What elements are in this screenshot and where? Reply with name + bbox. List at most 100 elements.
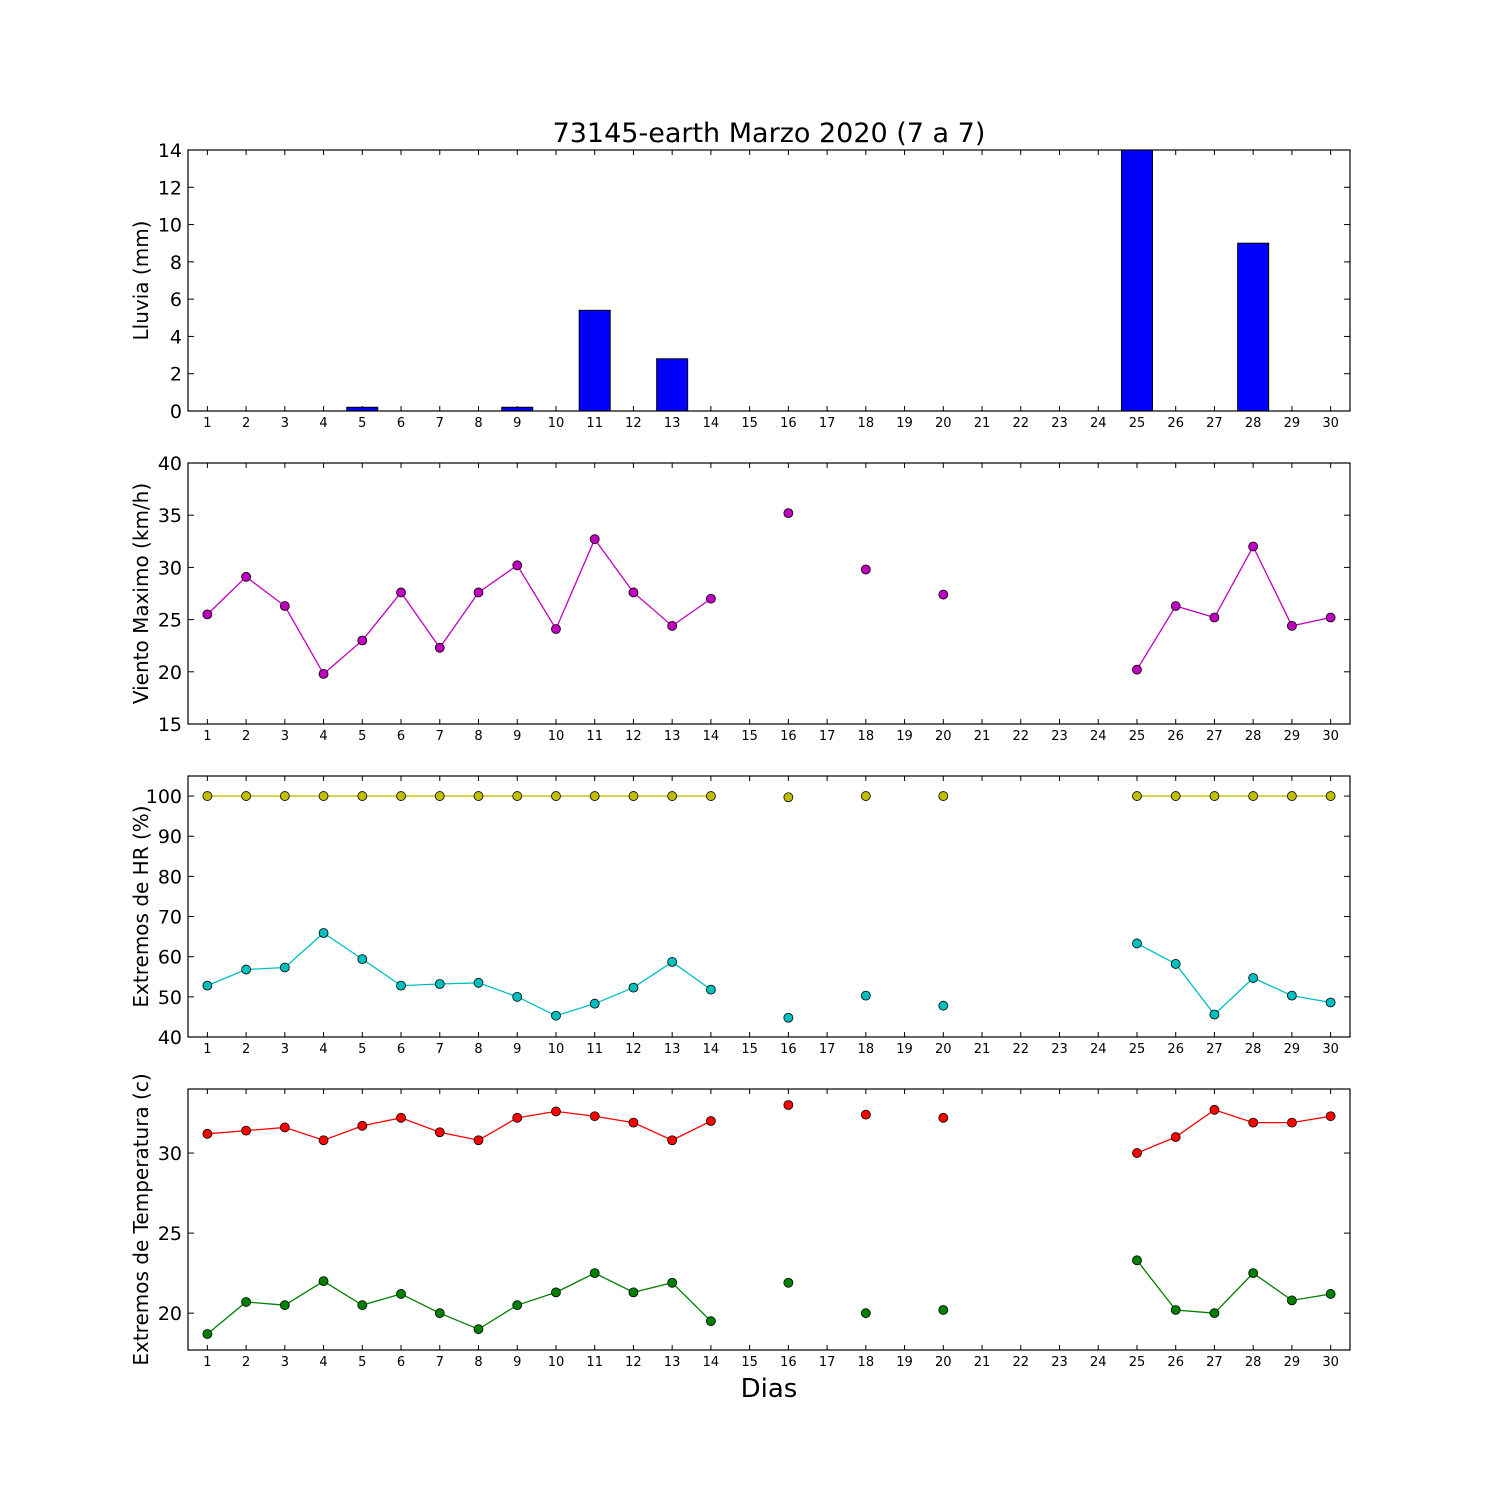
- x-axis-label: Dias: [741, 1374, 798, 1404]
- x-tick-label: 14: [703, 729, 720, 744]
- x-tick-label: 8: [474, 1042, 482, 1057]
- data-point: [241, 964, 252, 975]
- data-point: [589, 534, 600, 545]
- data-point: [1209, 791, 1220, 801]
- data-point: [202, 1128, 213, 1139]
- x-tick-label: 29: [1284, 1042, 1301, 1057]
- data-point: [551, 1010, 561, 1021]
- data-point: [1132, 664, 1142, 675]
- data-point: [1132, 791, 1142, 801]
- data-point: [860, 791, 871, 801]
- data-point: [434, 979, 445, 989]
- data-point: [357, 1300, 368, 1311]
- x-tick-label: 27: [1206, 729, 1223, 744]
- y-tick-label: 30: [158, 1143, 182, 1165]
- data-point: [1287, 791, 1297, 801]
- x-tick-label: 23: [1051, 1042, 1068, 1057]
- x-tick-label: 1: [203, 416, 211, 431]
- data-point: [1132, 1255, 1142, 1266]
- x-tick-label: 29: [1284, 729, 1301, 744]
- series-line: [1136, 1259, 1331, 1314]
- x-tick-label: 10: [548, 1355, 565, 1370]
- data-point: [551, 624, 561, 634]
- x-tick-label: 20: [935, 1355, 952, 1370]
- x-tick-label: 2: [242, 416, 250, 431]
- bar: [656, 358, 689, 412]
- data-point: [1209, 1308, 1220, 1319]
- x-tick-label: 21: [974, 1355, 991, 1370]
- data-point: [551, 791, 561, 801]
- y-axis-label: Extremos de HR (%): [129, 805, 153, 1007]
- x-tick-label: 4: [319, 729, 327, 744]
- x-tick-label: 22: [1012, 729, 1029, 744]
- data-point: [434, 1308, 445, 1319]
- x-tick-label: 18: [858, 729, 875, 744]
- x-tick-label: 25: [1129, 416, 1146, 431]
- x-tick-label: 11: [586, 729, 603, 744]
- x-tick-label: 25: [1129, 729, 1146, 744]
- y-tick-label: 10: [158, 215, 182, 237]
- x-tick-label: 5: [358, 729, 366, 744]
- data-point: [473, 977, 484, 988]
- x-tick-label: 12: [625, 1042, 642, 1057]
- y-tick-label: 8: [170, 252, 182, 274]
- y-tick-label: 50: [158, 987, 182, 1009]
- data-point: [1325, 612, 1336, 623]
- data-point: [1325, 791, 1336, 801]
- x-tick-label: 21: [974, 729, 991, 744]
- x-tick-label: 28: [1245, 1042, 1262, 1057]
- x-tick-label: 22: [1012, 1355, 1029, 1370]
- y-tick-label: 100: [146, 786, 182, 808]
- plot-frame: [187, 775, 1351, 1038]
- x-tick-label: 20: [935, 729, 952, 744]
- data-point: [1325, 1111, 1336, 1122]
- data-point: [396, 1112, 406, 1123]
- chart-title: 73145-earth Marzo 2020 (7 a 7): [553, 118, 986, 149]
- data-point: [1170, 959, 1181, 969]
- bar: [1120, 149, 1153, 412]
- x-tick-label: 27: [1206, 416, 1223, 431]
- x-tick-label: 18: [858, 1042, 875, 1057]
- data-point: [628, 1287, 639, 1298]
- x-tick-label: 10: [548, 416, 565, 431]
- data-point: [434, 1127, 445, 1138]
- data-point: [357, 791, 368, 801]
- data-point: [357, 1120, 368, 1131]
- data-point: [396, 1289, 406, 1299]
- bar: [578, 309, 611, 412]
- x-tick-label: 3: [281, 1355, 289, 1370]
- data-point: [783, 792, 794, 803]
- plot-frame: [187, 1088, 1351, 1351]
- data-point: [628, 1117, 639, 1128]
- y-tick-label: 60: [158, 947, 182, 969]
- y-tick-label: 80: [158, 866, 182, 888]
- data-point: [202, 791, 213, 801]
- series-line: [207, 1110, 712, 1141]
- x-tick-label: 28: [1245, 416, 1262, 431]
- x-tick-label: 8: [474, 729, 482, 744]
- x-tick-label: 24: [1090, 729, 1107, 744]
- x-tick-label: 26: [1167, 1042, 1184, 1057]
- data-point: [512, 1112, 523, 1123]
- x-tick-label: 12: [625, 1355, 642, 1370]
- data-point: [860, 564, 871, 575]
- data-point: [473, 1135, 484, 1146]
- x-tick-label: 19: [896, 729, 913, 744]
- x-tick-label: 20: [935, 1042, 952, 1057]
- y-tick-label: 2: [170, 364, 182, 386]
- data-point: [279, 1122, 290, 1133]
- x-tick-label: 26: [1167, 416, 1184, 431]
- data-point: [1170, 1132, 1181, 1142]
- data-point: [202, 609, 213, 620]
- data-point: [473, 791, 484, 801]
- series-line: [1136, 545, 1331, 671]
- x-tick-label: 9: [513, 1042, 521, 1057]
- x-tick-label: 27: [1206, 1355, 1223, 1370]
- x-tick-label: 16: [780, 729, 797, 744]
- data-point: [1132, 1148, 1142, 1158]
- data-point: [783, 1100, 794, 1110]
- y-tick-label: 20: [158, 1303, 182, 1325]
